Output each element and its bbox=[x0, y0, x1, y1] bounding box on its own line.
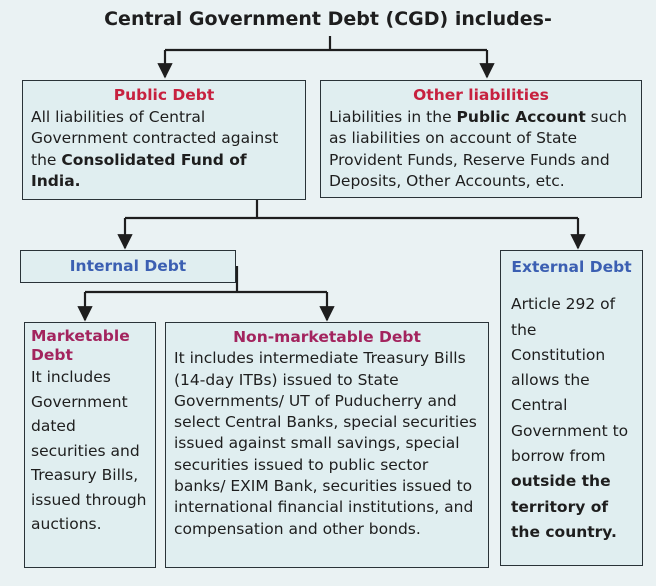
connector bbox=[165, 36, 487, 52]
connector bbox=[85, 266, 327, 294]
arrows bbox=[77, 36, 586, 322]
bold-text: Consolidated Fund of India. bbox=[31, 150, 247, 191]
node-title: Non-marketable Debt bbox=[233, 328, 421, 346]
text: It includes Government dated securities … bbox=[31, 368, 147, 533]
node-title: Internal Debt bbox=[69, 257, 187, 275]
non-marketable-debt-box: Non-marketable Debt It includes intermed… bbox=[165, 322, 489, 568]
bold-text: outside the territory of the country. bbox=[511, 472, 617, 541]
node-title: Other liabilities bbox=[413, 86, 549, 104]
marketable-debt-box: Marketable Debt It includes Government d… bbox=[24, 322, 156, 568]
public-debt-box: Public Debt All liabilities of Central G… bbox=[22, 80, 306, 200]
node-title: Public Debt bbox=[113, 86, 215, 104]
text: All liabilities of Central Government co… bbox=[31, 107, 279, 169]
text: Liabilities in the bbox=[329, 107, 457, 126]
text: Article 292 of the Constitution allows t… bbox=[511, 295, 629, 466]
text: such as liabilities on account of State … bbox=[329, 107, 627, 191]
external-debt-box: External Debt Article 292 of the Constit… bbox=[500, 250, 643, 566]
text: It includes intermediate Treasury Bills … bbox=[174, 349, 477, 538]
node-text: It includes intermediate Treasury Bills … bbox=[174, 348, 480, 540]
node-text: Liabilities in the Public Account such a… bbox=[329, 107, 633, 193]
connector bbox=[125, 200, 578, 220]
internal-debt-box: Internal Debt bbox=[20, 250, 236, 283]
bold-text: Public Account bbox=[456, 107, 586, 126]
node-title: External Debt bbox=[511, 258, 632, 276]
node-text: Article 292 of the Constitution allows t… bbox=[511, 292, 632, 545]
diagram-title: Central Government Debt (CGD) includes- bbox=[104, 8, 552, 30]
node-text: It includes Government dated securities … bbox=[31, 365, 149, 537]
node-text: All liabilities of Central Government co… bbox=[31, 107, 297, 193]
node-title: Marketable Debt bbox=[31, 327, 130, 364]
other-liabilities-box: Other liabilities Liabilities in the Pub… bbox=[320, 80, 642, 198]
